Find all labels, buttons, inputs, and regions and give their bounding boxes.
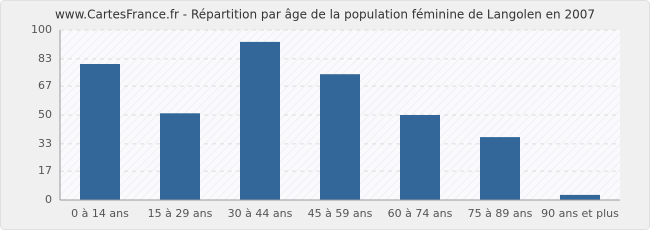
- y-tick-label: 100: [31, 23, 52, 36]
- x-tick-label: 15 à 29 ans: [148, 207, 213, 220]
- bar: [320, 74, 360, 200]
- x-tick-label: 0 à 14 ans: [71, 207, 129, 220]
- y-tick-label: 67: [38, 79, 52, 92]
- y-tick-label: 17: [38, 164, 52, 177]
- bar: [560, 194, 600, 200]
- x-tick-label: 90 ans et plus: [541, 207, 619, 220]
- y-tick-label: 0: [45, 193, 52, 206]
- chart-title: www.CartesFrance.fr - Répartition par âg…: [55, 8, 595, 22]
- bar: [80, 64, 120, 200]
- x-tick-label: 75 à 89 ans: [468, 207, 533, 220]
- y-tick-label: 83: [38, 52, 52, 65]
- x-tick-label: 60 à 74 ans: [388, 207, 453, 220]
- bar: [240, 41, 280, 201]
- chart: www.CartesFrance.fr - Répartition par âg…: [0, 0, 650, 230]
- bar: [160, 113, 200, 200]
- y-tick-label: 33: [38, 137, 52, 150]
- bar: [400, 115, 440, 200]
- x-tick-label: 45 à 59 ans: [308, 207, 373, 220]
- x-tick-label: 30 à 44 ans: [228, 207, 293, 220]
- y-tick-label: 50: [38, 108, 52, 121]
- bar: [480, 137, 520, 200]
